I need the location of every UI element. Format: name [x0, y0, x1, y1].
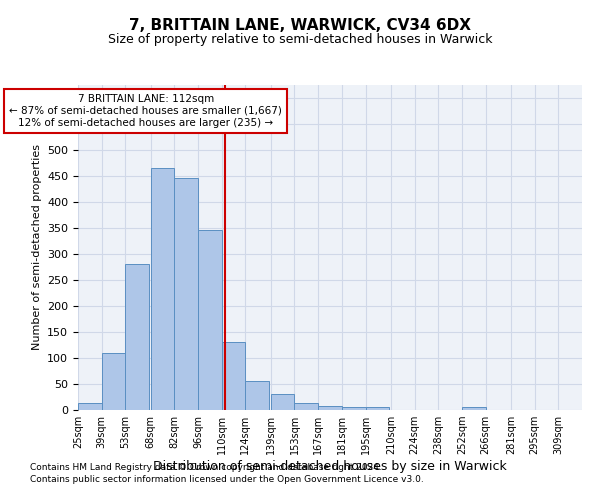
Bar: [151, 168, 175, 410]
Bar: [462, 408, 485, 410]
Text: 7 BRITTAIN LANE: 112sqm
← 87% of semi-detached houses are smaller (1,667)
12% of: 7 BRITTAIN LANE: 112sqm ← 87% of semi-de…: [9, 94, 282, 128]
Bar: [101, 353, 125, 410]
Bar: [222, 342, 245, 410]
Text: Size of property relative to semi-detached houses in Warwick: Size of property relative to semi-detach…: [108, 32, 492, 46]
Text: 7, BRITTAIN LANE, WARWICK, CV34 6DX: 7, BRITTAIN LANE, WARWICK, CV34 6DX: [129, 18, 471, 32]
Bar: [318, 406, 342, 410]
Bar: [342, 408, 365, 410]
Bar: [295, 403, 318, 410]
Bar: [245, 382, 269, 410]
Bar: [198, 230, 222, 410]
Bar: [125, 264, 149, 410]
Bar: [271, 394, 295, 410]
Text: Contains HM Land Registry data © Crown copyright and database right 2024.: Contains HM Land Registry data © Crown c…: [30, 462, 382, 471]
Bar: [78, 403, 101, 410]
Bar: [175, 178, 198, 410]
Y-axis label: Number of semi-detached properties: Number of semi-detached properties: [32, 144, 41, 350]
Bar: [365, 408, 389, 410]
X-axis label: Distribution of semi-detached houses by size in Warwick: Distribution of semi-detached houses by …: [153, 460, 507, 473]
Text: Contains public sector information licensed under the Open Government Licence v3: Contains public sector information licen…: [30, 475, 424, 484]
